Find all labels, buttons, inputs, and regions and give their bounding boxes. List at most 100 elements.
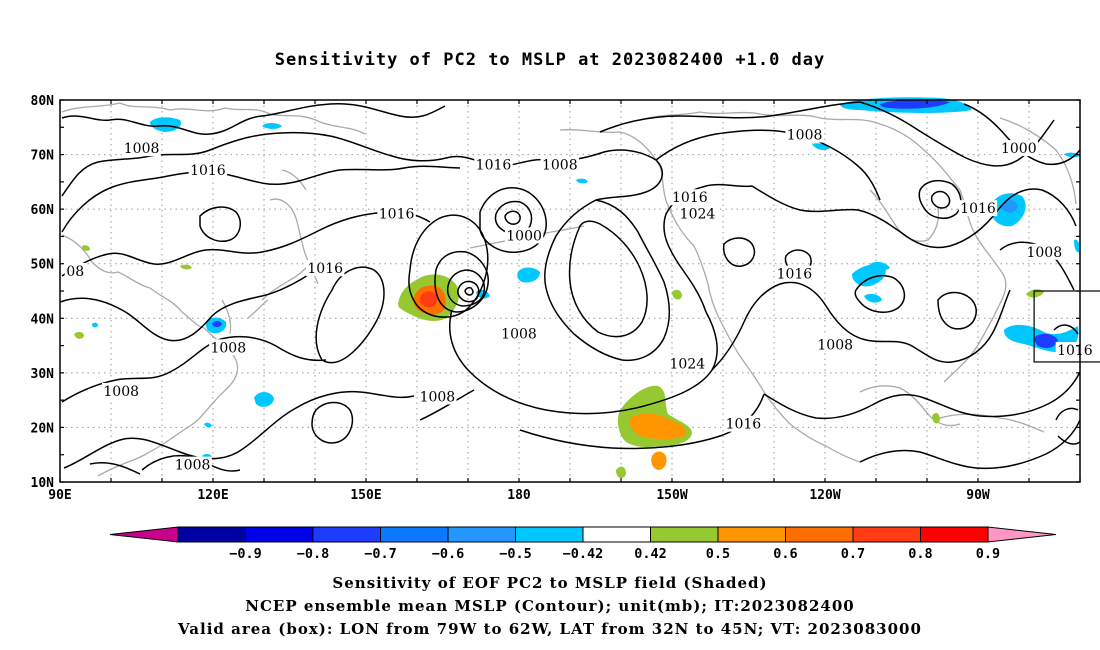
contour-line [464, 286, 474, 296]
sensitivity-shade-region [92, 322, 98, 328]
contour-label-bg [775, 265, 814, 282]
contour-label-bg [724, 415, 763, 432]
latitude-labels: 80N 70N 60N 50N 40N 30N 20N 10N [31, 94, 55, 491]
colorbar [109, 526, 1057, 543]
sensitivity-shade-region [672, 289, 682, 300]
colorbar-swatch [177, 526, 246, 543]
lon-label: 150E [350, 488, 381, 503]
contour-label-bg [958, 200, 998, 217]
sensitivity-shade-region [629, 413, 687, 440]
colorbar-label: −0.8 [297, 546, 330, 562]
contour-label-bg [64, 262, 86, 279]
contour-line [859, 419, 1081, 470]
contour-line [446, 269, 486, 307]
colorbar-label: 0.6 [773, 546, 797, 562]
coastline-hudson-bay [869, 189, 940, 242]
contour-label: 1016 [960, 201, 996, 217]
contour-label: 1000 [1001, 141, 1037, 157]
sensitivity-shade-region [1074, 239, 1080, 253]
contour-line [199, 206, 242, 242]
contour-label: 08 [66, 264, 84, 280]
contour-label-bg [999, 140, 1038, 157]
contour-label-bg [173, 456, 212, 473]
colorbar-swatch [920, 526, 989, 543]
sensitivity-shade-region [864, 293, 882, 303]
contour-line [89, 462, 141, 475]
colorbar-end-low [109, 526, 179, 543]
colorbar-swatch [447, 526, 516, 543]
sensitivity-shade-region [204, 422, 212, 428]
contour-line [59, 269, 317, 342]
lon-label: 120W [809, 488, 840, 503]
contour-line [315, 266, 385, 364]
contour-line [457, 280, 480, 303]
colorbar-label: −0.42 [563, 546, 604, 562]
contour-label-bg [670, 189, 710, 206]
sensitivity-shade-region [150, 117, 182, 132]
sensitivity-shade-region [180, 264, 192, 270]
contour-labels: 1008 1016 1016 1016 08 1008 1008 1008 1008 1016 10… [64, 126, 1095, 474]
colorbar-label: 0.8 [908, 546, 932, 562]
contour-line [419, 389, 765, 450]
contour-label-bg [785, 126, 824, 143]
sensitivity-shade-region [254, 392, 274, 407]
lat-label: 30N [31, 367, 55, 382]
coastline-caribbean [939, 413, 1045, 433]
lon-label: 180 [507, 488, 531, 503]
sensitivity-shade-region [1034, 333, 1058, 348]
contour-label: 1024 [669, 357, 705, 373]
colorbar-labels: −0.9 −0.8 −0.7 −0.6 −0.5 −0.42 0.42 0.5 0.6 0.7 0.… [229, 546, 1000, 562]
sensitivity-shade-region [576, 178, 588, 184]
contour-label: 1016 [777, 267, 813, 283]
contour-label: 1008 [1026, 245, 1062, 261]
contour-label-bg [1025, 243, 1064, 260]
sensitivity-shade-region [932, 413, 940, 424]
contour-line [61, 335, 327, 403]
contour-line [663, 183, 753, 313]
contour-label-bg [540, 156, 579, 173]
colorbar-swatch [852, 526, 921, 543]
caption-shading: Sensitivity of EOF PC2 to MSLP field (Sh… [332, 574, 768, 592]
page-title: Sensitivity of PC2 to MSLP at 2023082400… [274, 50, 826, 70]
sensitivity-shade-region [870, 261, 890, 271]
sensitivity-shade-region [82, 245, 90, 251]
contour-line [751, 185, 999, 249]
lat-label: 80N [31, 94, 55, 109]
contour-label: 1016 [307, 261, 343, 277]
lat-label: 10N [31, 476, 55, 491]
contour-line [434, 250, 489, 313]
lon-label: 90W [966, 488, 990, 503]
contour-line [711, 281, 1011, 371]
contour-label: 1008 [420, 389, 456, 405]
contour-line [61, 210, 431, 277]
colorbar-swatch [717, 526, 786, 543]
caption-contour: NCEP ensemble mean MSLP (Contour); unit(… [245, 597, 855, 615]
contour-label-bg [306, 260, 345, 277]
contour-label-bg [504, 227, 544, 244]
contour-label-bg [188, 161, 228, 178]
colorbar-swatch [380, 526, 449, 543]
contour-line [854, 274, 906, 314]
contour-label: 1008 [124, 141, 160, 157]
colorbar-label: −0.5 [499, 546, 532, 562]
sensitivity-shade-region [880, 99, 950, 109]
contour-line [61, 165, 461, 233]
contour-label: 1024 [680, 207, 716, 223]
contour-label: 1008 [817, 338, 853, 354]
contour-label-bg [209, 339, 248, 356]
colorbar-swatch [650, 526, 719, 543]
sensitivity-shading [74, 97, 1080, 479]
coastline-asia-arctic [61, 102, 366, 135]
colorbar-label: 0.9 [976, 546, 1000, 562]
contour-line [930, 190, 951, 209]
axis-ticks [59, 99, 1081, 483]
mslp-contours [59, 101, 1081, 475]
contour-label: 1008 [103, 384, 139, 400]
contour-line [504, 210, 521, 225]
contour-line [997, 188, 1077, 227]
contour-label: 1016 [726, 417, 762, 433]
caption-valid-area: Valid area (box): LON from 79W to 62W, L… [178, 620, 922, 638]
contour-label: 1016 [1057, 343, 1093, 359]
lon-label: 150W [656, 488, 687, 503]
sensitivity-shade-region [517, 267, 540, 283]
